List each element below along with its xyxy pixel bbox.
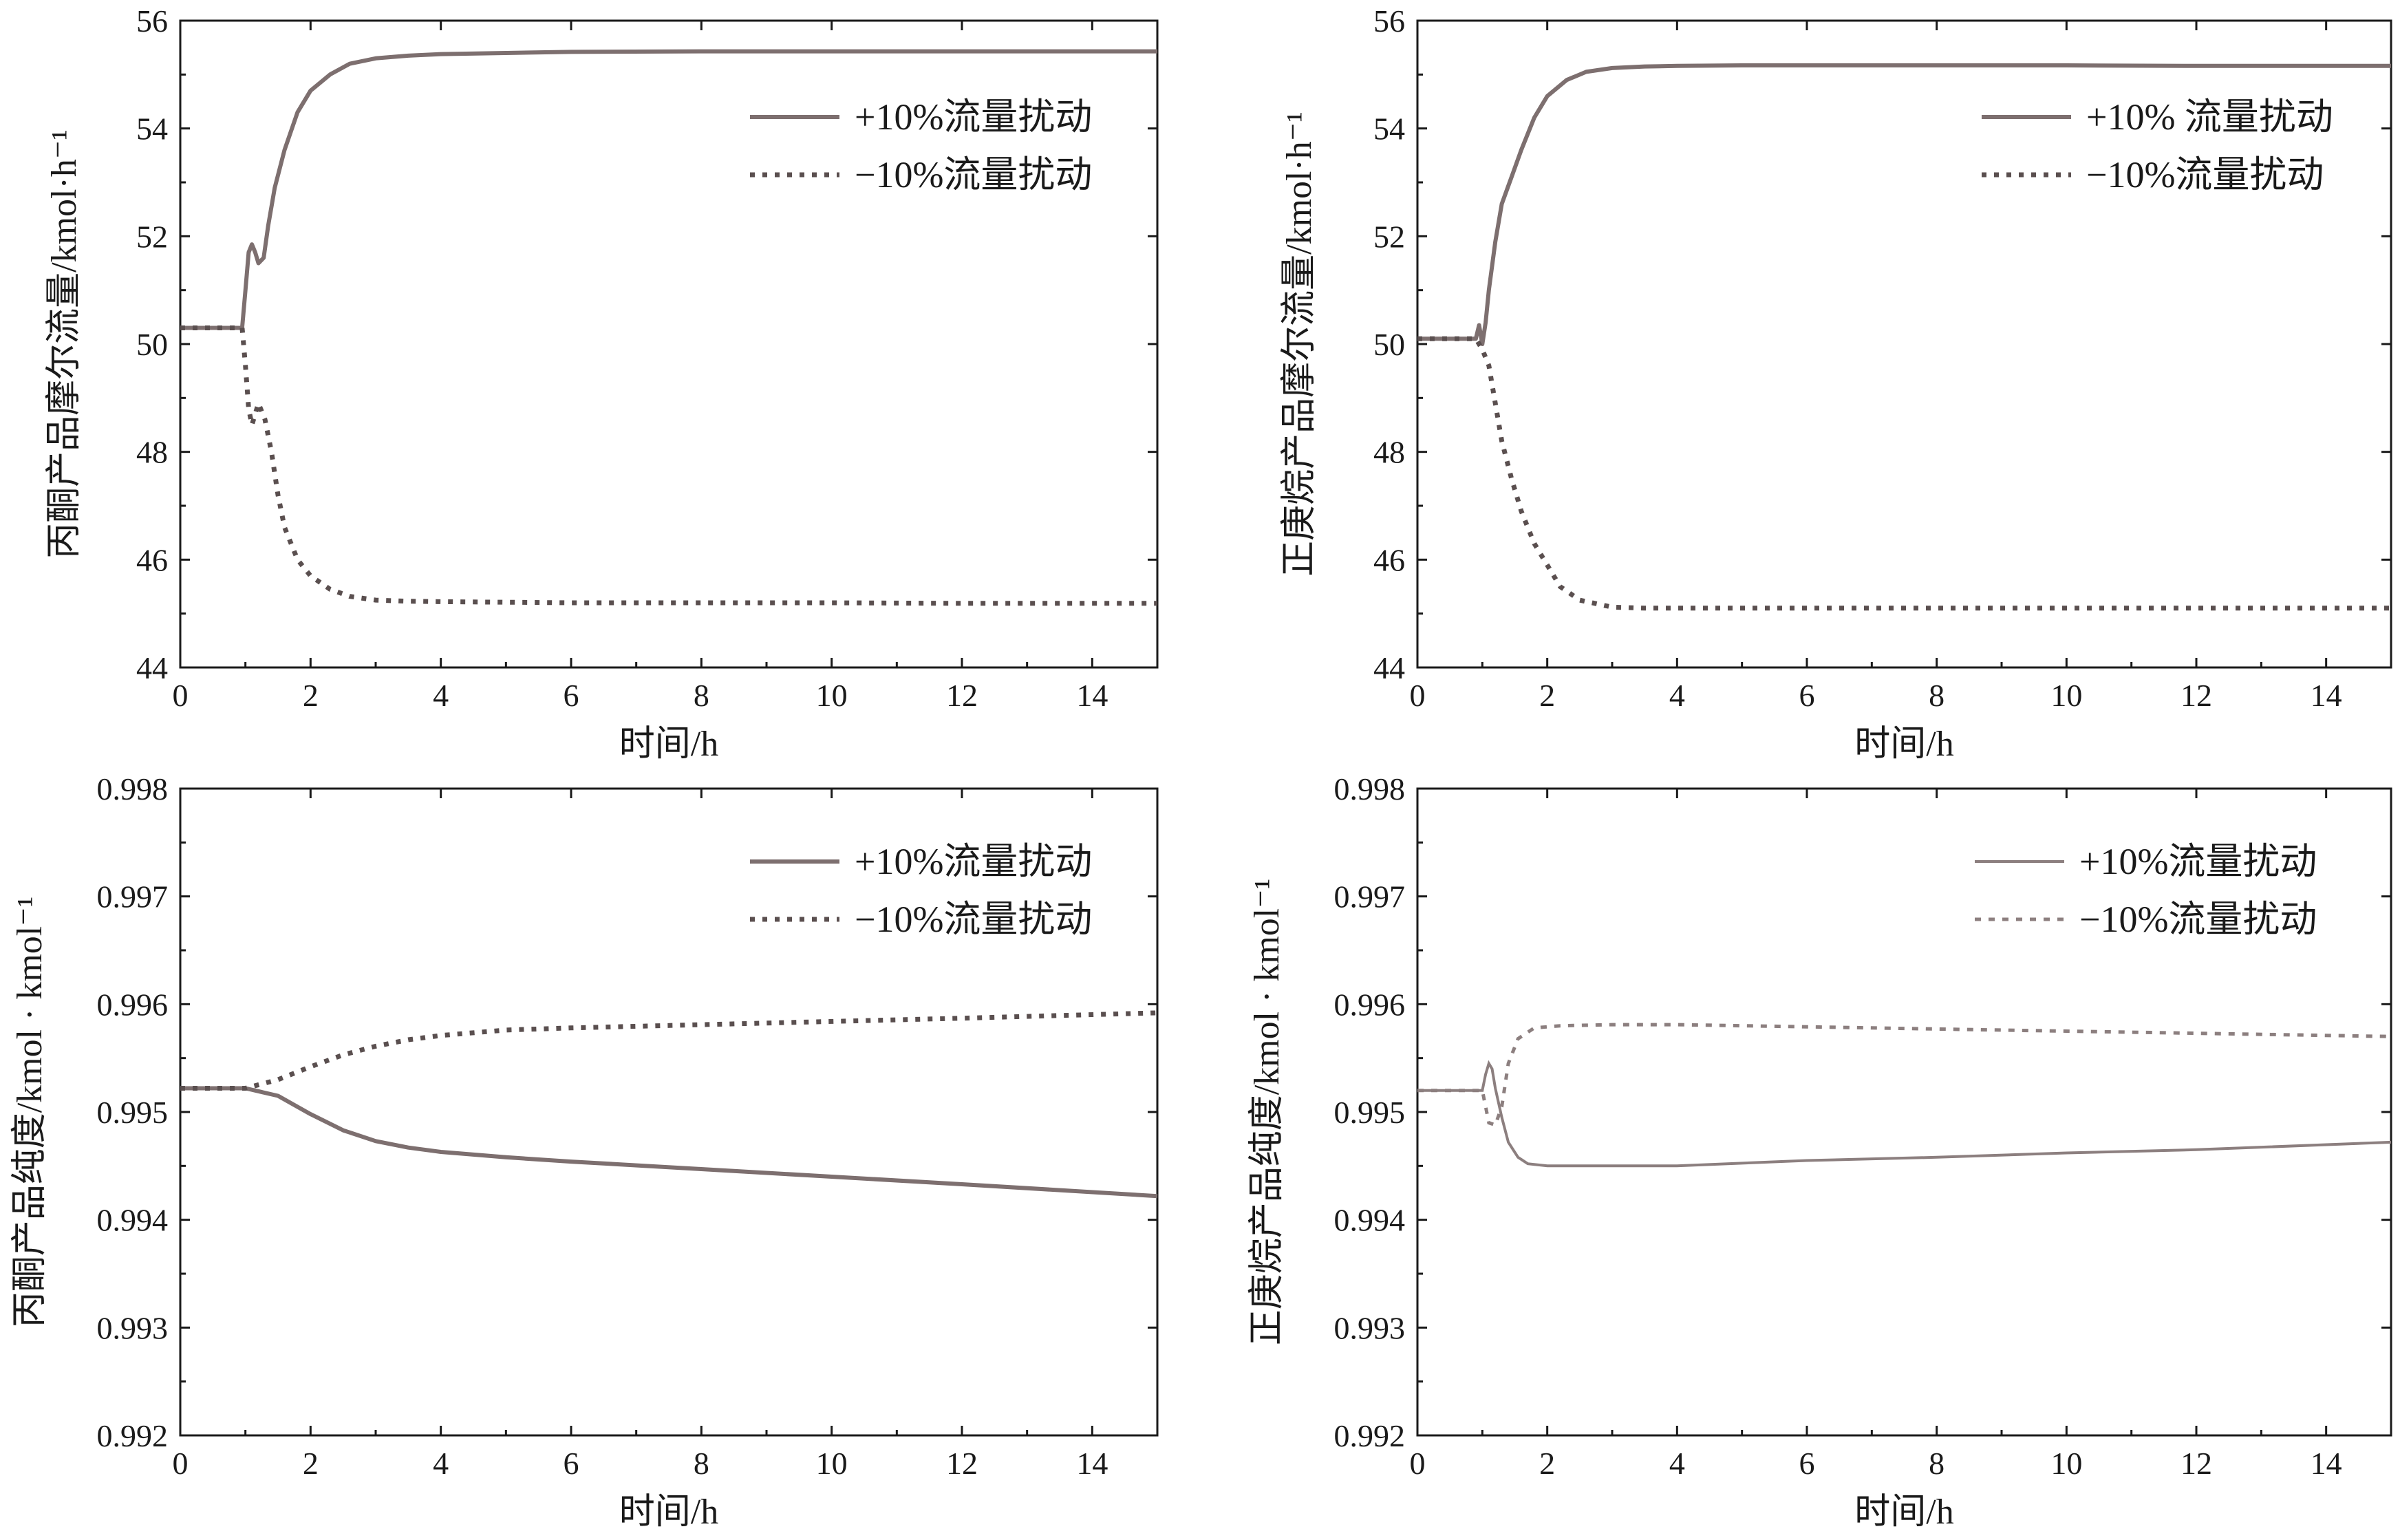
series-line-2 xyxy=(180,1010,1158,1091)
x-tick-label: 4 xyxy=(433,678,449,713)
plot-frame xyxy=(179,787,1159,1437)
y-tick-label: 0.998 xyxy=(97,771,169,806)
y-tick-label: 46 xyxy=(136,542,168,577)
legend-label-2: −10%流量扰动 xyxy=(2079,899,2317,940)
y-axis-label: 正庚烷产品摩尔流量/kmol·h⁻¹ xyxy=(1280,111,1319,577)
series-line-1 xyxy=(1417,1060,2392,1168)
x-tick-label: 10 xyxy=(2050,1446,2082,1481)
legend-label-2: −10%流量扰动 xyxy=(855,899,1092,940)
y-tick-label: 0.996 xyxy=(97,987,169,1022)
x-tick-label: 8 xyxy=(1929,1446,1944,1481)
x-tick-label: 2 xyxy=(1539,1446,1555,1481)
y-tick-label: 52 xyxy=(136,219,168,254)
y-tick-label: 54 xyxy=(136,111,168,147)
x-axis-label: 时间/h xyxy=(1854,725,1953,764)
y-tick-label: 0.992 xyxy=(1334,1418,1406,1453)
y-axis-label: 丙酮产品纯度/kmol · kmol⁻¹ xyxy=(10,897,50,1328)
x-tick-label: 6 xyxy=(564,1446,579,1481)
x-tick-label: 14 xyxy=(2311,1446,2342,1481)
y-tick-label: 0.992 xyxy=(97,1418,169,1453)
y-tick-label: 44 xyxy=(136,650,168,685)
series-line-2 xyxy=(1417,336,2391,611)
legend-label-1: +10%流量扰动 xyxy=(855,96,1092,138)
x-tick-label: 0 xyxy=(173,1446,189,1481)
x-tick-label: 8 xyxy=(694,1446,709,1481)
x-tick-label: 12 xyxy=(2181,1446,2212,1481)
x-tick-label: 10 xyxy=(2050,678,2082,713)
legend-label-1: +10%流量扰动 xyxy=(855,841,1092,882)
legend-label-2: −10%流量扰动 xyxy=(855,154,1092,195)
chart-panel-4: 0 2 4 6 8 10 12 14 0.992 0.993 0.994 0.995 0.996 0.99… xyxy=(1247,771,2392,1532)
y-tick-label: 52 xyxy=(1373,219,1405,254)
x-tick-label: 2 xyxy=(303,1446,319,1481)
y-tick-label: 48 xyxy=(1373,435,1405,470)
y-tick-label: 56 xyxy=(136,3,168,39)
legend-label-2: −10%流量扰动 xyxy=(2086,154,2324,195)
x-tick-label: 10 xyxy=(816,678,848,713)
series-line-1 xyxy=(1417,63,2391,346)
x-tick-label: 0 xyxy=(1410,678,1426,713)
x-axis-label: 时间/h xyxy=(1854,1493,1953,1532)
x-axis-label: 时间/h xyxy=(619,1493,718,1532)
x-tick-label: 14 xyxy=(1076,1446,1108,1481)
y-tick-label: 0.993 xyxy=(1334,1310,1406,1345)
y-tick-label: 0.997 xyxy=(97,879,169,915)
x-tick-label: 12 xyxy=(2181,678,2212,713)
x-tick-label: 4 xyxy=(433,1446,449,1481)
y-tick-label: 0.995 xyxy=(1334,1095,1406,1130)
x-tick-label: 0 xyxy=(1410,1446,1426,1481)
y-tick-label: 48 xyxy=(136,435,168,470)
y-tick-label: 50 xyxy=(1373,327,1405,362)
x-tick-label: 0 xyxy=(173,678,189,713)
series-line-2 xyxy=(180,325,1157,606)
y-axis-label: 正庚烷产品纯度/kmol · kmol⁻¹ xyxy=(1247,879,1287,1346)
x-tick-label: 8 xyxy=(1929,678,1944,713)
x-tick-label: 10 xyxy=(816,1446,848,1481)
series-line-2 xyxy=(1417,1023,2392,1127)
series-line-1 xyxy=(180,49,1157,330)
plot-frame xyxy=(1416,787,2392,1437)
y-tick-label: 56 xyxy=(1373,3,1405,39)
x-tick-label: 2 xyxy=(1539,678,1555,713)
x-tick-label: 12 xyxy=(946,1446,978,1481)
chart-panel-2: 0 2 4 6 8 10 12 1444464850525456时间/h正庚烷产品摩尔流量/k… xyxy=(1280,3,2392,764)
x-tick-label: 14 xyxy=(2311,678,2342,713)
y-tick-label: 0.993 xyxy=(97,1310,169,1345)
x-tick-label: 8 xyxy=(694,678,709,713)
x-tick-label: 6 xyxy=(564,678,579,713)
y-tick-label: 0.998 xyxy=(1334,771,1406,806)
y-tick-label: 0.995 xyxy=(97,1095,169,1130)
y-tick-label: 44 xyxy=(1373,650,1405,685)
x-tick-label: 6 xyxy=(1799,678,1815,713)
series-line-1 xyxy=(180,1086,1158,1199)
y-tick-label: 54 xyxy=(1373,111,1405,147)
y-tick-label: 0.996 xyxy=(1334,987,1406,1022)
y-tick-label: 50 xyxy=(136,327,168,362)
x-tick-label: 14 xyxy=(1076,678,1108,713)
chart-panel-3: 0 2 4 6 8 10 12 14 0.992 0.993 0.994 0.995 0.996 0.99… xyxy=(10,771,1159,1532)
y-tick-label: 0.997 xyxy=(1334,879,1406,915)
legend-label-1: +10%流量扰动 xyxy=(2079,841,2317,882)
y-tick-label: 0.994 xyxy=(1334,1203,1406,1238)
chart-panel-1: 0 2 4 6 8 10 12 1444464850525456时间/h丙酮产品摩尔流量/km… xyxy=(45,3,1159,764)
legend-label-1: +10% 流量扰动 xyxy=(2086,96,2333,138)
x-tick-label: 4 xyxy=(1669,678,1685,713)
y-tick-label: 0.994 xyxy=(97,1203,169,1238)
y-axis-label: 丙酮产品摩尔流量/kmol·h⁻¹ xyxy=(45,129,84,559)
x-tick-label: 4 xyxy=(1669,1446,1685,1481)
x-tick-label: 2 xyxy=(303,678,319,713)
x-tick-label: 12 xyxy=(946,678,978,713)
x-axis-label: 时间/h xyxy=(619,725,718,764)
x-tick-label: 6 xyxy=(1799,1446,1815,1481)
y-tick-label: 46 xyxy=(1373,542,1405,577)
